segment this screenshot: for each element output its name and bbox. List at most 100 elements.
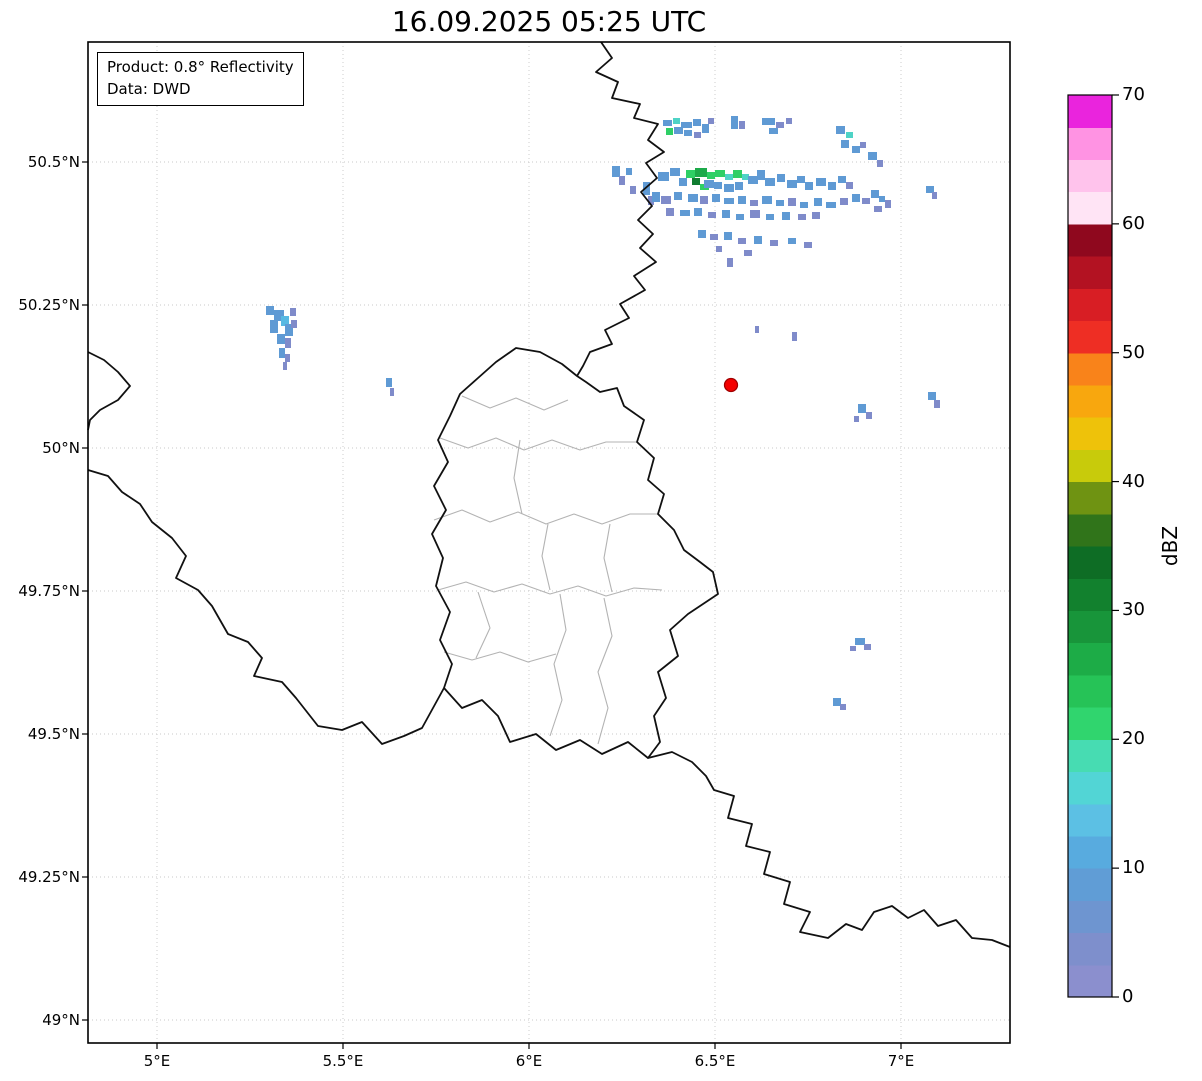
colorbar-segment xyxy=(1068,256,1112,289)
lat-tick-label: 50.25°N xyxy=(18,296,80,314)
colorbar-segment xyxy=(1068,546,1112,579)
radar-echo-cell xyxy=(765,178,775,186)
lon-tick-label: 6°E xyxy=(515,1052,543,1070)
colorbar-segment xyxy=(1068,320,1112,354)
radar-echo-cell xyxy=(788,238,796,244)
radar-echo-cell xyxy=(816,178,826,186)
radar-echo-cell xyxy=(680,210,690,216)
radar-echo-cell xyxy=(852,194,860,202)
radar-echo-cell xyxy=(673,118,680,124)
lon-tick-label: 5.5°E xyxy=(322,1052,364,1070)
plot-frame xyxy=(87,41,1011,1044)
colorbar-segment xyxy=(1068,127,1112,161)
radar-echo-cell xyxy=(871,190,879,198)
radar-echo-cell xyxy=(804,242,812,248)
radar-echo-cell xyxy=(626,168,632,175)
radar-echo-cell xyxy=(833,698,841,706)
radar-echo-cell xyxy=(738,238,746,244)
radar-echo-cell xyxy=(850,646,856,651)
colorbar-segment xyxy=(1068,95,1112,128)
radar-echo-cell xyxy=(692,178,700,185)
radar-echo-cell xyxy=(283,362,287,370)
colorbar-tick-label: 30 xyxy=(1122,599,1145,621)
radar-echo-cell xyxy=(800,202,808,208)
radar-echo-cell xyxy=(787,180,797,188)
regional-border xyxy=(443,651,557,663)
radar-echo-cell xyxy=(694,132,701,138)
radar-echo-cell xyxy=(694,208,702,216)
radar-echo-cell xyxy=(707,172,715,179)
lat-tick-label: 50°N xyxy=(42,439,80,457)
colorbar-segment xyxy=(1068,223,1112,257)
radar-echo-cell xyxy=(864,644,871,650)
regional-border xyxy=(433,509,658,525)
figure-title: 16.09.2025 05:25 UTC xyxy=(391,5,707,38)
radar-echo-cell xyxy=(738,196,746,204)
radar-echo-cell xyxy=(866,412,872,419)
colorbar-segment xyxy=(1068,159,1112,193)
regional-border xyxy=(541,523,551,591)
colorbar-segment xyxy=(1068,674,1112,708)
lon-tick-label: 5°E xyxy=(143,1052,171,1070)
radar-echo-cell xyxy=(754,236,762,244)
radar-echo-cell xyxy=(868,152,877,160)
radar-echo-cell xyxy=(934,400,940,408)
radar-echo-cell xyxy=(879,196,885,202)
radar-echo-cell xyxy=(932,192,937,199)
radar-echo-cell xyxy=(788,198,796,206)
colorbar-segment xyxy=(1068,610,1112,644)
radar-echo-cell xyxy=(828,182,836,190)
radar-echo-cell xyxy=(735,182,743,190)
radar-echo-cell xyxy=(777,174,785,182)
lon-tick-label: 7°E xyxy=(887,1052,915,1070)
radar-echo-cell xyxy=(686,170,695,178)
colorbar-tick-label: 0 xyxy=(1122,986,1134,1007)
radar-echo-cell xyxy=(290,308,296,316)
colorbar-segment xyxy=(1068,932,1112,966)
lat-tick-label: 50.5°N xyxy=(27,153,80,171)
radar-echo-cell xyxy=(885,200,891,208)
radar-echo-cell xyxy=(612,166,620,177)
radar-echo-cell xyxy=(712,194,720,202)
lat-tick-label: 49.5°N xyxy=(27,725,80,743)
radar-echo-cell xyxy=(786,118,792,124)
radar-echo-cell xyxy=(755,326,759,333)
radar-echo-cell xyxy=(285,338,291,348)
radar-echo-cell xyxy=(762,196,772,204)
radar-echo-cell xyxy=(724,198,734,204)
radar-echo-cell xyxy=(710,234,718,240)
colorbar-tick-label: 20 xyxy=(1122,728,1145,750)
radar-echo-cell xyxy=(270,320,278,333)
radar-echo-cell xyxy=(619,176,625,185)
colorbar-segment xyxy=(1068,868,1112,901)
radar-echo-cell xyxy=(840,198,848,205)
colorbar-segment xyxy=(1068,578,1112,612)
radar-echo-cell xyxy=(739,121,745,129)
radar-echo-cell xyxy=(798,214,806,220)
radar-echo-cell xyxy=(674,127,683,134)
radar-echo-cell xyxy=(279,348,285,358)
radar-echo-cell xyxy=(838,176,846,183)
colorbar-segment xyxy=(1068,964,1112,998)
colorbar-segment xyxy=(1068,352,1112,386)
radar-echo-cell xyxy=(736,214,744,220)
radar-echo-cell xyxy=(727,258,733,267)
regional-border xyxy=(513,439,523,515)
lat-tick-label: 49.25°N xyxy=(18,868,80,886)
radar-echo-cell xyxy=(852,146,860,153)
lon-tick-label: 6.5°E xyxy=(694,1052,736,1070)
colorbar-segment xyxy=(1068,835,1112,869)
radar-echo-cell xyxy=(652,192,660,202)
lat-tick-label: 49.75°N xyxy=(18,582,80,600)
colorbar-segment xyxy=(1068,739,1112,773)
regional-border xyxy=(439,437,636,451)
radar-echo-cell xyxy=(670,168,680,176)
radar-echo-cell xyxy=(846,132,853,138)
radar-echo-cell xyxy=(684,130,692,136)
radar-echo-cell xyxy=(704,180,714,188)
colorbar-unit-label: dBZ xyxy=(1158,525,1182,567)
national-border xyxy=(647,751,1011,948)
radar-echo-cell xyxy=(757,170,765,180)
radar-echo-cell xyxy=(722,210,730,218)
